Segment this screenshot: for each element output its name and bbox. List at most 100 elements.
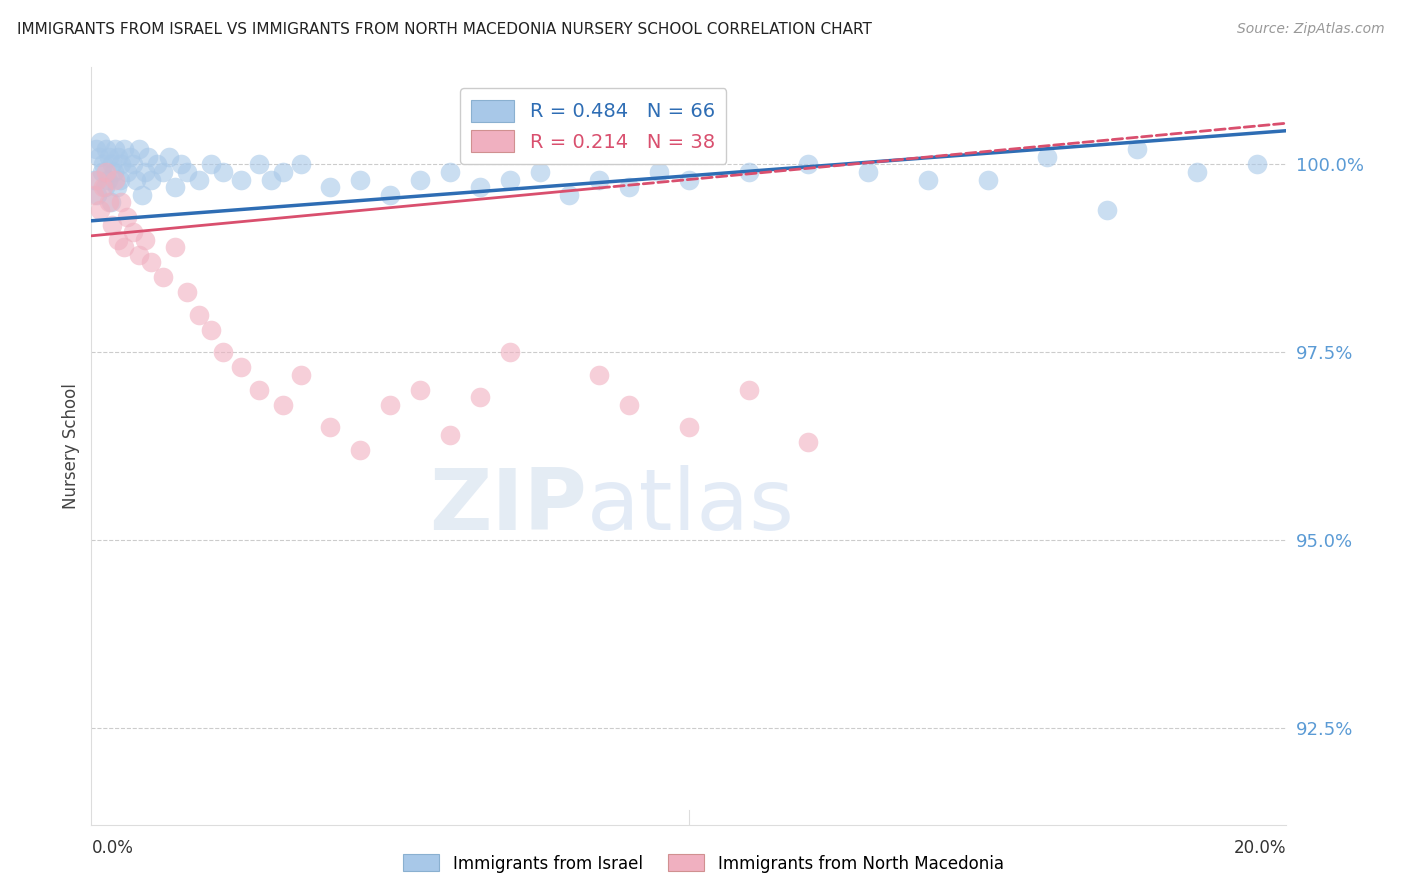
Point [146, 157, 169, 171]
Point [290, 368, 312, 382]
Point [1246, 157, 1268, 171]
Point [290, 157, 312, 171]
Point [101, 218, 124, 232]
Point [93, 180, 115, 194]
Point [89, 135, 111, 149]
Point [211, 345, 233, 359]
Point [319, 180, 342, 194]
Point [200, 323, 222, 337]
Point [409, 172, 432, 186]
Legend: Immigrants from Israel, Immigrants from North Macedonia: Immigrants from Israel, Immigrants from … [396, 847, 1010, 880]
Point [141, 255, 162, 269]
Point [619, 398, 641, 412]
Point [229, 360, 252, 375]
Point [409, 383, 432, 397]
Point [229, 172, 252, 186]
Point [588, 172, 610, 186]
Point [83, 187, 105, 202]
Legend: R = 0.484   N = 66, R = 0.214   N = 38: R = 0.484 N = 66, R = 0.214 N = 38 [460, 88, 727, 164]
Point [86, 172, 108, 186]
Point [128, 247, 150, 261]
Point [115, 210, 138, 224]
Point [170, 157, 193, 171]
Point [259, 172, 281, 186]
Point [176, 165, 198, 179]
Point [176, 285, 198, 299]
Text: Source: ZipAtlas.com: Source: ZipAtlas.com [1237, 22, 1385, 37]
Point [163, 180, 186, 194]
Text: ZIP: ZIP [430, 465, 588, 549]
Point [1036, 150, 1059, 164]
Point [101, 157, 124, 171]
Point [93, 157, 115, 171]
Point [349, 172, 371, 186]
Point [271, 165, 294, 179]
Point [737, 383, 759, 397]
Point [136, 150, 159, 164]
Point [96, 165, 118, 179]
Point [188, 172, 211, 186]
Point [319, 420, 342, 434]
Point [737, 165, 759, 179]
Point [100, 194, 122, 209]
Text: 0.0%: 0.0% [91, 838, 134, 856]
Point [271, 398, 294, 412]
Point [107, 233, 129, 247]
Point [128, 143, 150, 157]
Point [498, 345, 520, 359]
Point [152, 270, 174, 285]
Point [211, 165, 233, 179]
Point [104, 172, 127, 186]
Point [141, 172, 162, 186]
Point [103, 165, 125, 179]
Text: atlas: atlas [588, 465, 796, 549]
Text: IMMIGRANTS FROM ISRAEL VS IMMIGRANTS FROM NORTH MACEDONIA NURSERY SCHOOL CORRELA: IMMIGRANTS FROM ISRAEL VS IMMIGRANTS FRO… [17, 22, 872, 37]
Point [247, 383, 270, 397]
Point [125, 172, 148, 186]
Point [112, 143, 135, 157]
Point [122, 225, 145, 239]
Point [108, 172, 131, 186]
Point [856, 165, 880, 179]
Point [163, 240, 186, 254]
Point [87, 150, 110, 164]
Point [115, 165, 138, 179]
Point [378, 187, 402, 202]
Point [349, 442, 371, 457]
Point [122, 157, 145, 171]
Point [619, 180, 641, 194]
Point [134, 233, 156, 247]
Point [378, 398, 402, 412]
Point [678, 172, 700, 186]
Point [498, 172, 520, 186]
Point [93, 180, 115, 194]
Point [1185, 165, 1208, 179]
Y-axis label: Nursery School: Nursery School [62, 383, 80, 509]
Point [98, 194, 121, 209]
Point [97, 172, 120, 186]
Point [98, 150, 121, 164]
Point [131, 187, 153, 202]
Point [439, 165, 461, 179]
Point [134, 165, 156, 179]
Point [188, 308, 211, 322]
Point [529, 165, 551, 179]
Text: 20.0%: 20.0% [1234, 838, 1286, 856]
Point [84, 143, 107, 157]
Point [200, 157, 222, 171]
Point [105, 180, 128, 194]
Point [157, 150, 180, 164]
Point [797, 157, 820, 171]
Point [96, 143, 118, 157]
Point [91, 165, 114, 179]
Point [648, 165, 671, 179]
Point [89, 202, 111, 217]
Point [120, 150, 142, 164]
Point [917, 172, 939, 186]
Point [1126, 143, 1149, 157]
Point [439, 427, 461, 442]
Point [558, 187, 581, 202]
Point [83, 172, 105, 186]
Point [110, 194, 132, 209]
Point [112, 240, 135, 254]
